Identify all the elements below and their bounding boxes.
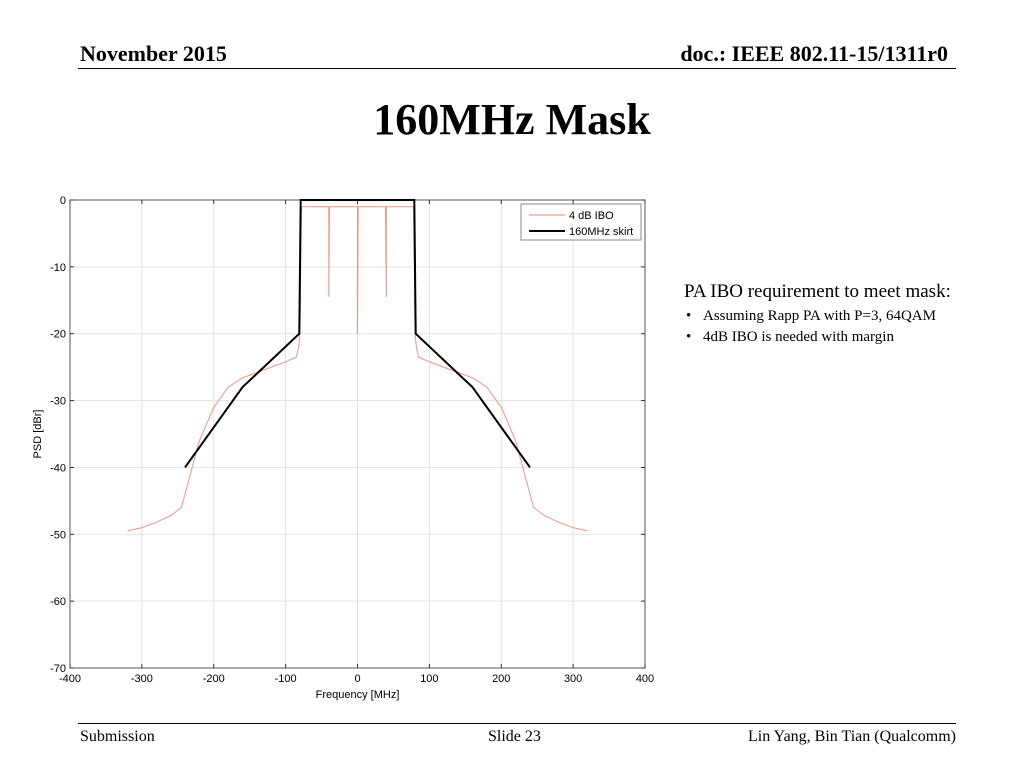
header-rule bbox=[78, 68, 956, 69]
chart-grid bbox=[70, 200, 645, 668]
header-doc-id: doc.: IEEE 802.11-15/1311r0 bbox=[680, 41, 948, 66]
notes-panel: PA IBO requirement to meet mask: Assumin… bbox=[684, 281, 984, 348]
x-tick-label: 400 bbox=[636, 673, 654, 685]
x-tick-label: 100 bbox=[420, 673, 438, 685]
series-line-160mhz-skirt bbox=[184, 199, 531, 468]
notes-bullet: Assuming Rapp PA with P=3, 64QAM bbox=[684, 306, 984, 327]
notes-bullet: 4dB IBO is needed with margin bbox=[684, 327, 984, 348]
footer-authors: Lin Yang, Bin Tian (Qualcomm) bbox=[747, 728, 956, 745]
series-line-4db-ibo bbox=[127, 206, 588, 532]
footer-left: Submission bbox=[80, 728, 155, 745]
legend-box bbox=[520, 203, 642, 241]
y-tick-label: -50 bbox=[50, 529, 66, 541]
x-tick-label: 0 bbox=[354, 673, 360, 685]
y-axis-label: PSD [dBr] bbox=[32, 410, 44, 459]
chart-legend: 4 dB IBO 160MHz skirt bbox=[520, 203, 642, 241]
y-tick-label: -40 bbox=[50, 462, 66, 474]
x-tick-label: -300 bbox=[131, 673, 153, 685]
y-tick-label: -70 bbox=[50, 663, 66, 675]
notes-heading: PA IBO requirement to meet mask: bbox=[684, 281, 951, 302]
notes-list: Assuming Rapp PA with P=3, 64QAM 4dB IBO… bbox=[684, 306, 984, 348]
y-tick-label: -60 bbox=[50, 596, 66, 608]
slide-title: 160MHz Mask bbox=[373, 95, 651, 144]
x-tick-label: 200 bbox=[492, 673, 510, 685]
footer-rule bbox=[78, 723, 956, 724]
legend-label: 160MHz skirt bbox=[569, 226, 633, 238]
chart-series bbox=[127, 199, 588, 532]
y-tick-label: -30 bbox=[50, 396, 66, 408]
header-date: November 2015 bbox=[80, 41, 227, 66]
footer-slide-number: Slide 23 bbox=[488, 728, 541, 745]
y-tick-label: -20 bbox=[50, 329, 66, 341]
y-tick-label: -10 bbox=[50, 262, 66, 274]
x-tick-label: 300 bbox=[564, 673, 582, 685]
x-tick-label: -200 bbox=[203, 673, 225, 685]
x-tick-label: -100 bbox=[275, 673, 297, 685]
x-tick-label: -400 bbox=[59, 673, 81, 685]
x-axis-label: Frequency [MHz] bbox=[316, 689, 400, 701]
legend-label: 4 dB IBO bbox=[569, 210, 614, 222]
y-tick-label: 0 bbox=[60, 195, 66, 207]
